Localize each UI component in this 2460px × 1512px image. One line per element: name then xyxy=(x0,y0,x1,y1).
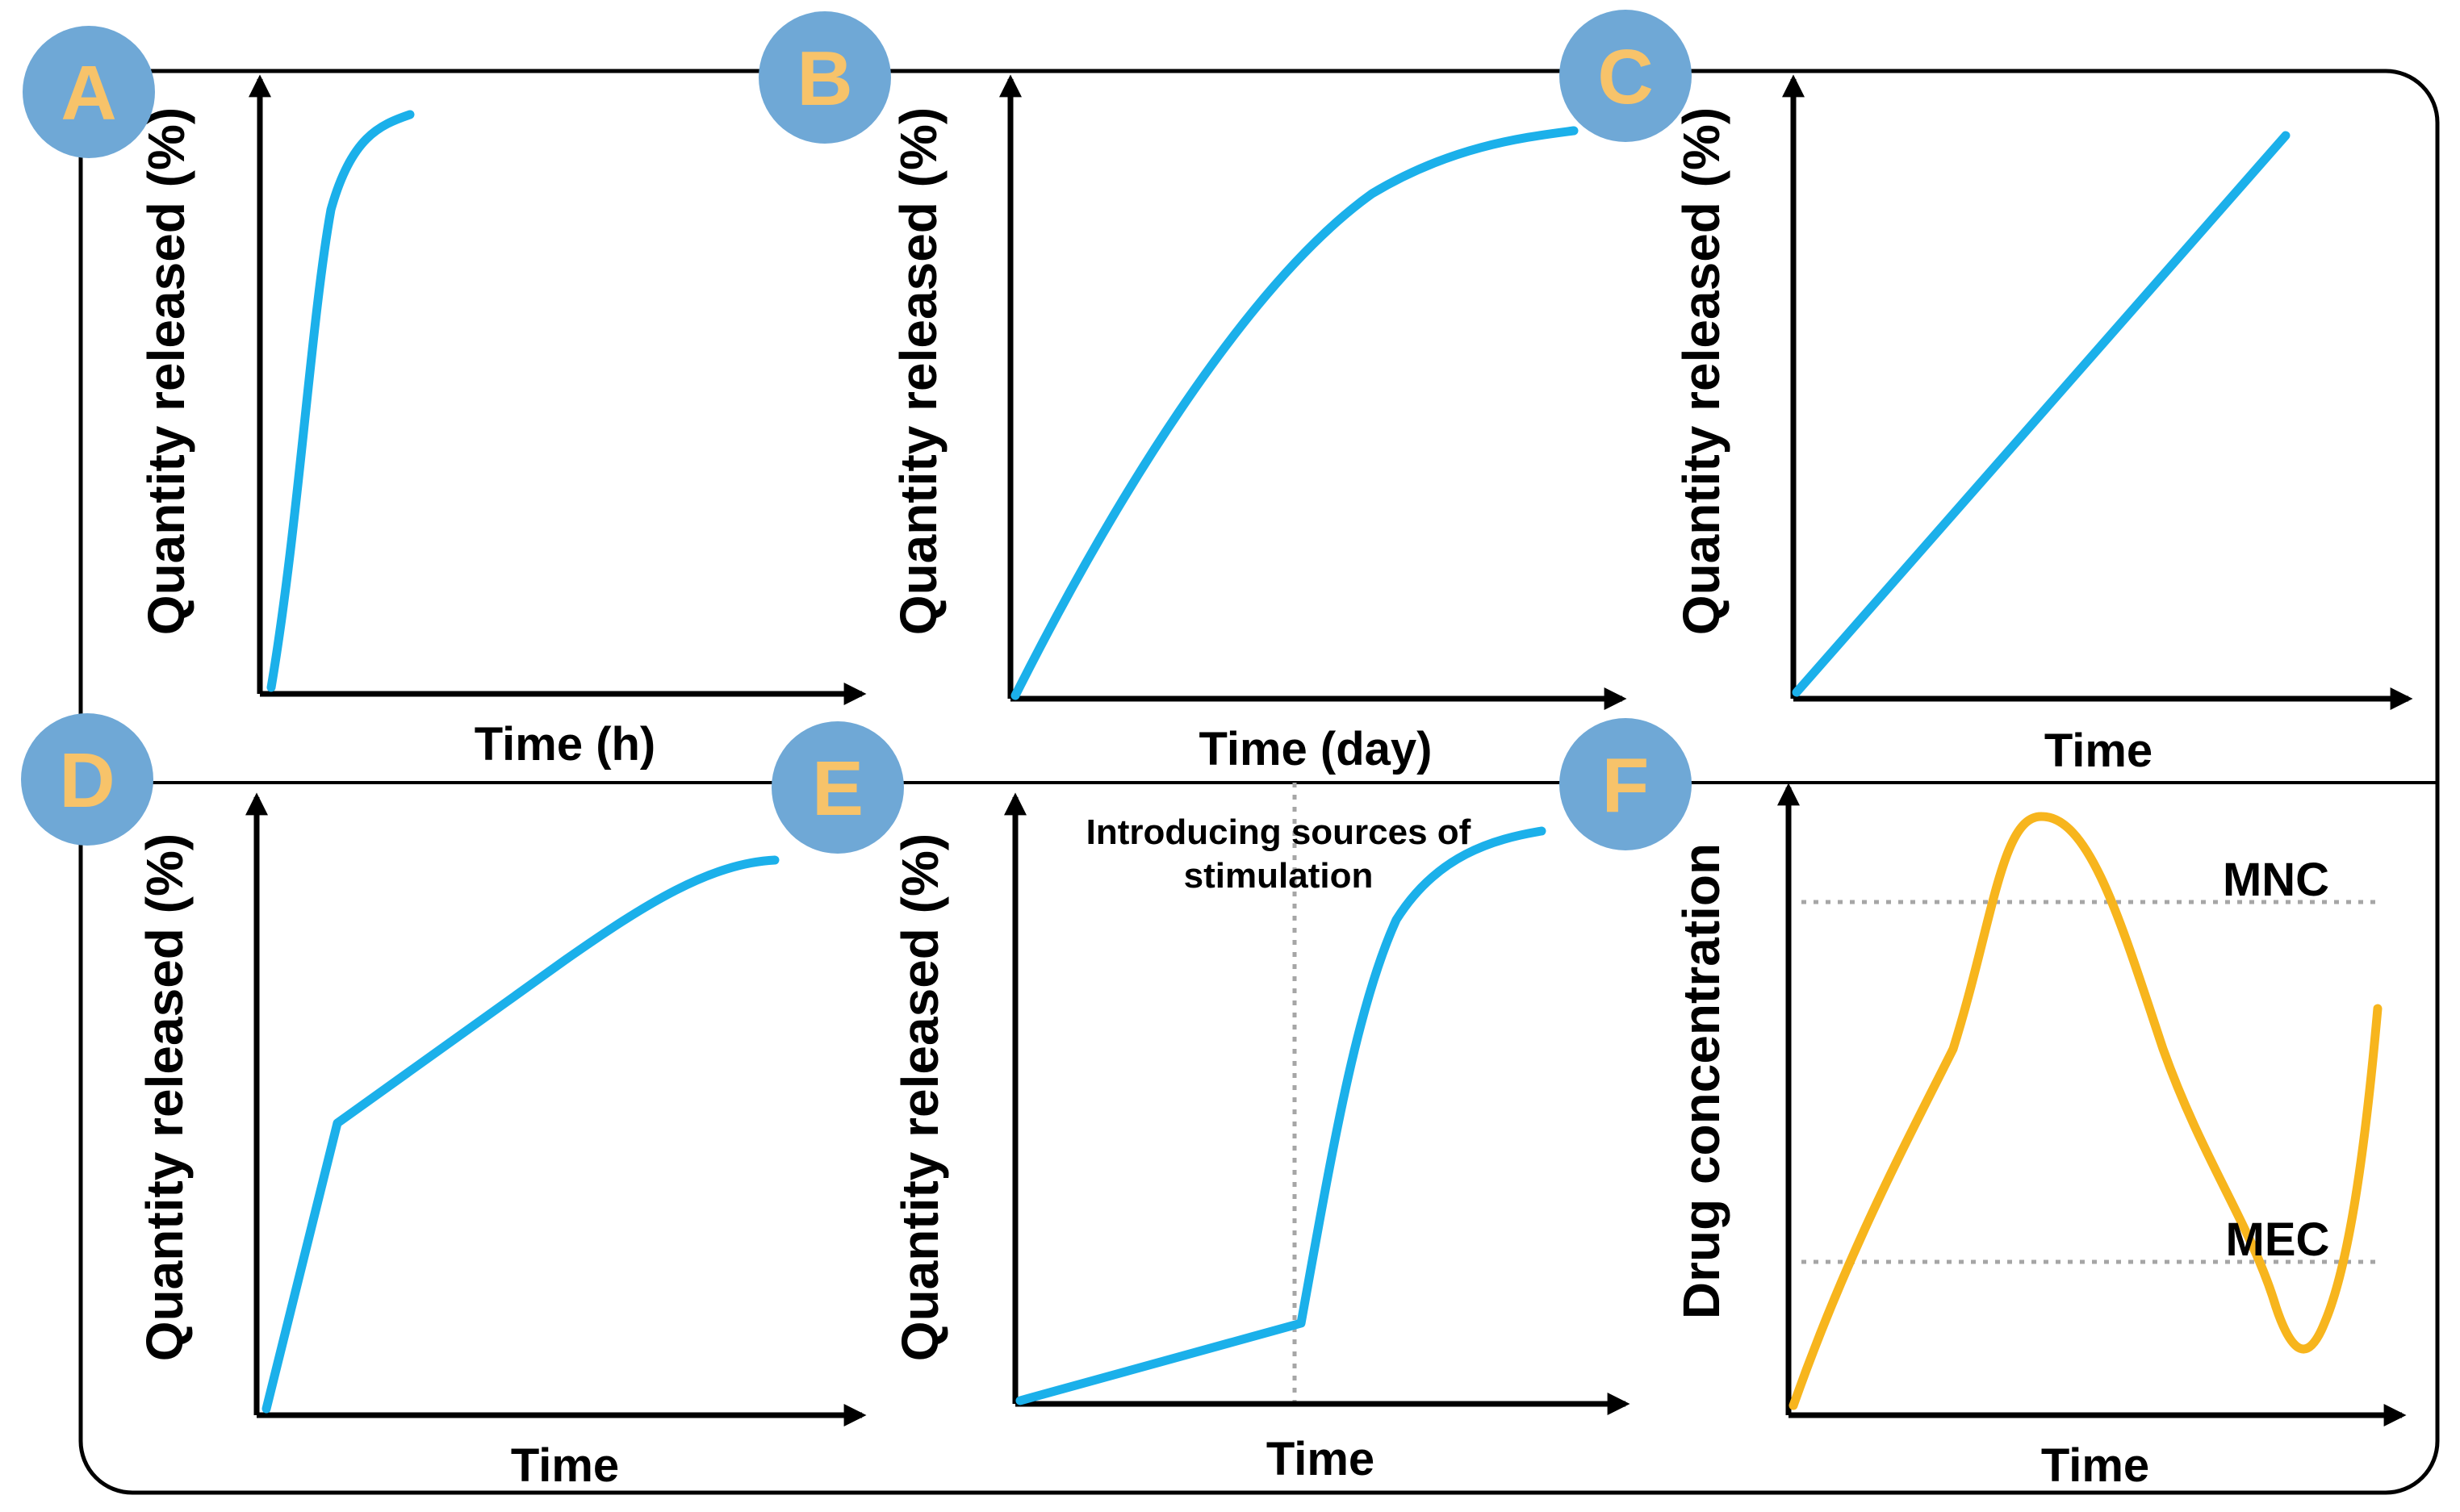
panel-c-y-label: Quantity released (%) xyxy=(1672,107,1730,635)
panel-a-badge: A xyxy=(23,26,155,158)
panel-b-badge: B xyxy=(759,11,891,144)
panel-f-mec-label: MEC xyxy=(2226,1213,2330,1266)
panel-d: Time Quantity released (%) D xyxy=(21,713,867,1492)
panel-b-badge-letter: B xyxy=(797,36,852,122)
panel-d-x-label: Time xyxy=(511,1439,619,1492)
panel-c-release-curve xyxy=(1792,131,2291,697)
panel-e-x-label: Time xyxy=(1266,1433,1374,1485)
panel-e: Introducing sources of stimulation Time … xyxy=(772,721,1630,1485)
panel-a-badge-letter: A xyxy=(61,50,116,136)
panel-c-badge-letter: C xyxy=(1597,34,1653,120)
panel-b-x-label: Time (day) xyxy=(1199,723,1432,775)
panel-e-badge-letter: E xyxy=(812,746,864,832)
panel-b: Time (day) Quantity released (%) B xyxy=(759,11,1627,775)
panel-d-release-curve xyxy=(261,855,780,1414)
panel-f-y-label: Drug concentration xyxy=(1672,843,1730,1319)
panel-a-y-label: Quantity released (%) xyxy=(137,107,195,635)
panel-a-badge-circle xyxy=(23,26,155,158)
panel-d-badge-letter: D xyxy=(59,737,115,824)
panel-b-release-curve xyxy=(1010,126,1579,700)
panel-e-y-label: Quantity released (%) xyxy=(891,833,949,1361)
panel-e-annotation-line2: stimulation xyxy=(1184,856,1374,896)
panel-d-y-label: Quantity released (%) xyxy=(136,833,194,1361)
panel-c-badge: C xyxy=(1559,10,1692,142)
panel-a-release-curve xyxy=(266,110,415,692)
panel-e-badge-circle xyxy=(772,721,904,854)
panel-f-badge: F xyxy=(1559,718,1692,850)
panel-c-badge-circle xyxy=(1559,10,1692,142)
panel-e-annotation-line1: Introducing sources of xyxy=(1086,812,1471,852)
panel-f: MNC MEC Time Drug concentration F xyxy=(1559,718,2407,1492)
panel-f-concentration-curve xyxy=(1789,812,2383,1410)
panel-b-y-label: Quantity released (%) xyxy=(889,107,948,635)
panel-c-x-label: Time xyxy=(2044,725,2152,777)
panel-e-badge: E xyxy=(772,721,904,854)
panel-f-x-label: Time xyxy=(2041,1439,2149,1492)
panel-f-badge-letter: F xyxy=(1602,742,1650,829)
panel-f-badge-circle xyxy=(1559,718,1692,850)
panel-f-mnc-label: MNC xyxy=(2223,854,2329,906)
panel-d-badge-circle xyxy=(21,713,153,846)
panel-c: Time Quantity released (%) C xyxy=(1559,10,2413,777)
panel-d-badge: D xyxy=(21,713,153,846)
panel-a-x-label: Time (h) xyxy=(475,718,656,771)
panel-a: Time (h) Quantity released (%) A xyxy=(23,26,867,771)
panel-b-badge-circle xyxy=(759,11,891,144)
panel-e-release-curve xyxy=(1015,826,1546,1405)
